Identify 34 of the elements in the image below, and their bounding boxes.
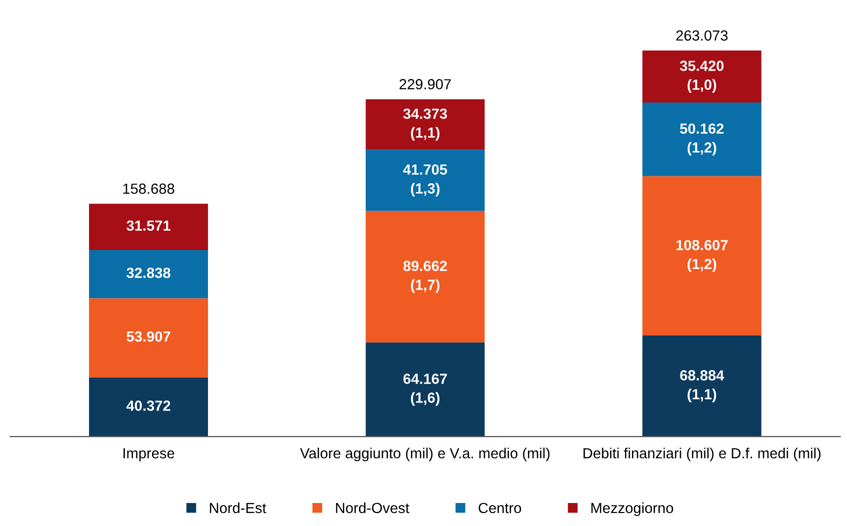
bar [642, 50, 762, 103]
bar [366, 99, 485, 150]
bar [89, 298, 208, 378]
bar [642, 102, 762, 176]
bar [366, 342, 485, 437]
total-label: 158.688 [123, 184, 174, 194]
data-label: 31.571 [126, 220, 170, 231]
data-label: 89.662 (1,7) [403, 260, 447, 293]
legend-label: Centro [478, 502, 522, 514]
legend-label: Nord-Ovest [336, 502, 410, 514]
bar [642, 335, 762, 437]
data-label: 41.705 (1,3) [403, 164, 448, 196]
bar [366, 210, 485, 342]
data-label: 35.420 (1,0) [680, 60, 724, 93]
x-tick-label: Imprese [124, 448, 174, 462]
total-label: 229.907 [400, 79, 451, 90]
bar [366, 150, 485, 211]
data-label: 32.838 [126, 268, 170, 278]
data-label: 108.607 (1,2) [676, 240, 728, 272]
data-label: 64.167 (1,6) [403, 374, 447, 406]
bar [89, 250, 208, 298]
total-label: 263.073 [676, 30, 728, 41]
data-label: 53.907 [126, 331, 170, 342]
bar [89, 204, 208, 250]
x-tick-label: Debiti finanziari (mil) e D.f. medi (mil) [584, 448, 821, 462]
data-label: 68.884 (1,1) [680, 370, 724, 402]
x-tick-label: Valore aggiunto (mil) e V.a. medio (mil) [300, 448, 550, 462]
data-label: 40.372 [126, 400, 170, 411]
data-label: 50.162 (1,2) [680, 123, 724, 156]
bar [89, 377, 208, 437]
bar [642, 176, 762, 336]
legend-label: Mezzogiorno [591, 502, 674, 516]
legend-label: Nord-Est [210, 502, 266, 514]
data-label: 34.373 (1,1) [403, 108, 447, 141]
